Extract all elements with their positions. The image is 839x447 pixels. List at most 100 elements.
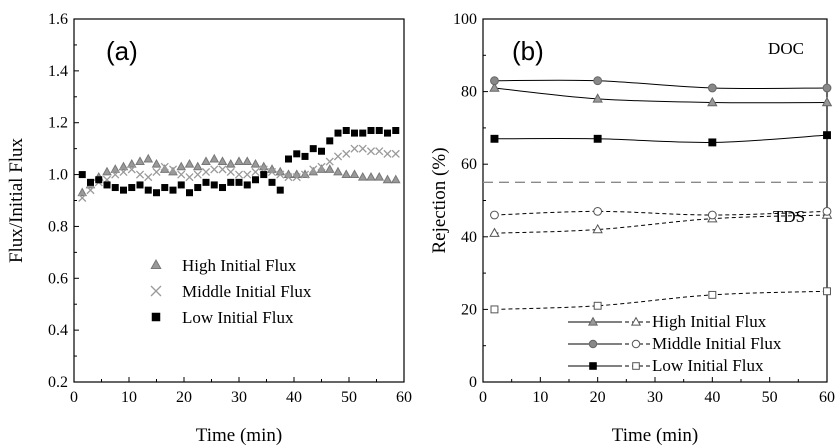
panel-a-legend: High Initial Flux Middle Initial Flux Low … — [150, 256, 312, 327]
y-tick-label: 0.4 — [48, 322, 68, 339]
x-tick-label: 30 — [231, 389, 247, 406]
circle-point — [707, 210, 717, 220]
low-flux-point — [260, 171, 268, 179]
y-tick-label: 1.2 — [48, 115, 68, 132]
middle-flux-point — [78, 193, 87, 202]
middle-flux-point — [185, 173, 194, 182]
low-flux-point — [95, 176, 103, 184]
middle-flux-point — [300, 170, 310, 179]
high-flux-point — [382, 174, 393, 184]
low-flux-point — [78, 171, 86, 179]
y-tick-label: 60 — [461, 156, 477, 173]
x-tick-label: 60 — [819, 389, 835, 406]
middle-flux-point — [325, 157, 334, 166]
legend-cross-marker — [150, 285, 162, 297]
middle-flux-point — [251, 167, 260, 177]
low-flux-point — [351, 129, 358, 137]
high-flux-point — [366, 171, 376, 181]
low-flux-point — [276, 186, 284, 194]
square-point — [708, 290, 717, 299]
low-flux-point — [375, 126, 383, 134]
middle-flux-point — [127, 165, 136, 174]
middle-flux-point — [284, 173, 293, 182]
legend-square-marker — [151, 312, 161, 322]
low-flux-point — [392, 126, 400, 134]
square-point — [490, 305, 499, 314]
low-flux-point — [309, 145, 317, 153]
x-tick-label: 40 — [286, 389, 302, 406]
square-point — [708, 138, 717, 147]
y-tick-label: 0.8 — [48, 218, 68, 235]
middle-flux-point — [168, 165, 178, 174]
middle-flux-point — [210, 165, 219, 174]
x-tick-label: 10 — [121, 389, 137, 406]
legend-filled-circle-marker — [588, 339, 598, 349]
middle-flux-point — [201, 167, 211, 177]
legend-label: Low Initial Flux — [652, 356, 764, 375]
high-flux-point — [192, 161, 203, 171]
low-flux-point — [342, 126, 350, 134]
panel-b-x-axis-label: Time (min) — [612, 425, 698, 446]
high-flux-point — [357, 171, 368, 181]
high-flux-point — [234, 156, 244, 166]
series-line — [494, 79, 828, 90]
low-flux-point — [243, 181, 251, 189]
middle-flux-point — [267, 167, 277, 177]
triangle-point — [592, 223, 603, 234]
high-flux-point — [390, 174, 401, 184]
x-tick-label: 20 — [176, 389, 192, 406]
legend-label: Low Initial Flux — [182, 308, 294, 327]
high-flux-point — [250, 158, 261, 168]
panel-b-ticks: 0 10 20 30 40 50 60 0 20 40 60 80 100 — [453, 11, 835, 406]
legend-triangle-marker — [150, 258, 162, 269]
high-flux-point — [110, 164, 121, 173]
y-tick-label: 80 — [461, 84, 477, 101]
panel-b-doc-annotation: DOC — [768, 39, 804, 58]
middle-flux-point — [144, 173, 153, 182]
low-flux-point — [120, 186, 127, 194]
high-flux-point — [135, 156, 145, 166]
panel-a-marks — [77, 126, 401, 202]
middle-flux-point — [317, 162, 326, 171]
y-tick-label: 0.6 — [48, 270, 68, 287]
middle-flux-point — [243, 170, 252, 179]
low-flux-point — [87, 178, 94, 186]
middle-flux-point — [111, 170, 120, 179]
circle-point — [490, 76, 499, 86]
low-flux-point — [128, 184, 136, 192]
low-flux-point — [144, 186, 152, 194]
middle-flux-point — [391, 149, 400, 158]
triangle-point — [821, 96, 833, 107]
low-flux-point — [326, 137, 334, 145]
y-tick-label: 0.2 — [48, 374, 68, 391]
panel-a-y-axis-label: Flux/Initial Flux — [6, 137, 27, 263]
x-tick-label: 0 — [479, 389, 487, 406]
low-flux-point — [285, 155, 292, 163]
triangle-point — [489, 227, 500, 237]
x-tick-label: 60 — [396, 389, 412, 406]
high-flux-point — [242, 156, 253, 166]
y-tick-label: 1.4 — [48, 63, 68, 80]
high-flux-point — [102, 166, 112, 176]
y-tick-label: 1.0 — [48, 167, 68, 184]
middle-flux-point — [234, 170, 244, 179]
panel-b-marks — [489, 76, 833, 314]
legend-label: Middle Initial Flux — [182, 282, 312, 301]
low-flux-point — [334, 129, 342, 137]
panel-a-label: (a) — [106, 36, 138, 66]
middle-flux-point — [276, 170, 285, 179]
low-flux-point — [161, 184, 169, 192]
triangle-point — [707, 96, 718, 107]
circle-point — [593, 76, 603, 86]
square-point — [823, 287, 831, 296]
x-tick-label: 50 — [762, 389, 778, 406]
middle-flux-point — [292, 173, 301, 182]
high-flux-point — [333, 166, 343, 176]
low-flux-point — [202, 178, 210, 186]
panel-b-legend: High Initial Flux Middle Initial Flux Low … — [568, 312, 782, 375]
panel-b-tds-annotation: TDS — [773, 207, 805, 226]
square-point — [593, 134, 602, 143]
low-flux-point — [293, 150, 301, 158]
high-flux-point — [217, 156, 228, 166]
